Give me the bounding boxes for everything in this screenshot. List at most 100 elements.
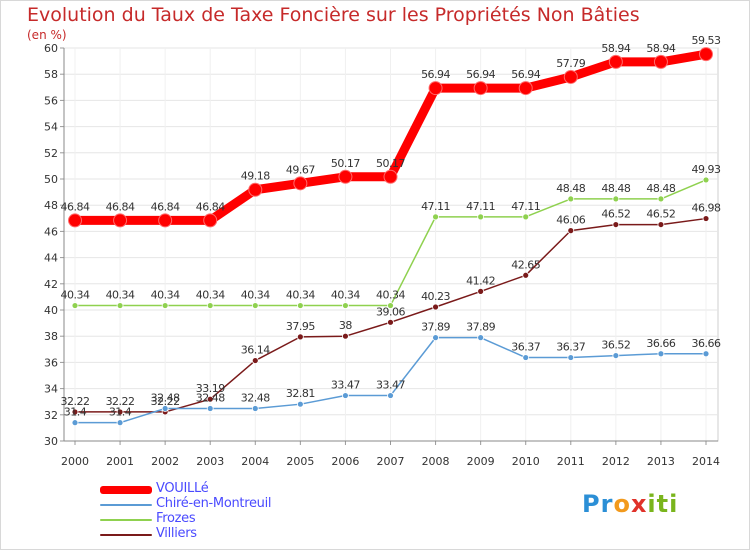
- y-tick-label: 34: [44, 383, 58, 396]
- data-label-3: 46.06: [556, 214, 585, 227]
- series-point-3: [702, 215, 710, 222]
- x-tick-label: 2003: [196, 455, 224, 468]
- series-point-1: [206, 405, 214, 412]
- series-point-3: [657, 221, 665, 228]
- x-tick-label: 2001: [106, 455, 134, 468]
- series-point-0: [608, 54, 623, 69]
- data-label-2: 40.34: [241, 289, 270, 302]
- data-label-1: 32.81: [286, 387, 315, 400]
- legend-item-villiers[interactable]: Villiers: [100, 527, 360, 542]
- data-label-1: 32.48: [151, 392, 180, 405]
- series-point-0: [68, 213, 82, 228]
- series-point-0: [158, 213, 173, 228]
- logo-letter: t: [656, 490, 670, 518]
- series-point-1: [296, 400, 304, 408]
- logo-letter: i: [647, 490, 657, 518]
- x-tick-label: 2005: [286, 455, 314, 468]
- x-tick-label: 2004: [241, 455, 269, 468]
- legend-item-vouille[interactable]: VOUILLé: [100, 482, 360, 497]
- data-label-2: 40.34: [286, 289, 315, 302]
- logo-letter: o: [613, 490, 631, 518]
- series-point-2: [522, 213, 530, 221]
- series-point-0: [518, 81, 533, 96]
- legend-swatch-vouille: [100, 486, 152, 494]
- legend-item-frozes[interactable]: Frozes: [100, 512, 360, 527]
- data-label-3: 33.19: [196, 382, 225, 395]
- data-label-0: 58.94: [601, 42, 630, 55]
- data-label-0: 56.94: [511, 68, 540, 81]
- data-label-2: 40.34: [151, 289, 180, 302]
- y-axis-unit-label: (en %): [27, 28, 67, 42]
- y-tick-label: 30: [44, 435, 58, 448]
- series-point-1: [477, 334, 485, 342]
- series-point-2: [387, 302, 394, 309]
- series-point-3: [206, 395, 214, 403]
- data-label-3: 39.06: [376, 305, 405, 318]
- series-point-3: [387, 318, 394, 326]
- y-tick-label: 60: [44, 42, 58, 55]
- data-label-0: 50.17: [331, 157, 360, 170]
- legend-item-chire-en-montreuil[interactable]: Chiré-en-Montreuil: [100, 497, 360, 512]
- data-label-0: 56.94: [421, 68, 450, 81]
- y-tick-label: 42: [44, 278, 58, 291]
- data-label-2: 48.48: [556, 182, 585, 195]
- data-label-2: 48.48: [646, 182, 675, 195]
- series-point-2: [612, 195, 620, 203]
- legend-label-chire-en-montreuil: Chiré-en-Montreuil: [156, 496, 272, 511]
- data-label-1: 33.47: [376, 379, 405, 392]
- data-label-0: 46.84: [106, 200, 135, 213]
- y-tick-label: 50: [44, 173, 58, 186]
- series-point-2: [161, 302, 169, 309]
- logo-letter: x: [630, 490, 648, 518]
- legend-label-vouille: VOUILLé: [156, 481, 209, 496]
- data-label-1: 36.66: [646, 337, 675, 350]
- data-label-3: 36.14: [241, 344, 270, 357]
- y-tick-label: 40: [44, 304, 58, 317]
- series-point-2: [702, 176, 710, 184]
- series-point-3: [342, 332, 349, 340]
- series-point-0: [653, 54, 668, 69]
- data-label-1: 32.48: [241, 392, 270, 405]
- y-tick-label: 58: [44, 68, 58, 81]
- x-tick-label: 2010: [512, 455, 540, 468]
- data-label-2: 47.11: [511, 200, 540, 213]
- legend-label-frozes: Frozes: [156, 511, 196, 526]
- data-label-0: 57.79: [556, 57, 585, 70]
- y-tick-label: 38: [44, 330, 58, 343]
- x-tick-label: 2002: [151, 455, 179, 468]
- series-point-0: [383, 169, 398, 184]
- x-tick-label: 2011: [557, 455, 585, 468]
- series-point-2: [116, 302, 124, 309]
- x-tick-label: 2006: [331, 455, 359, 468]
- series-point-3: [71, 408, 79, 416]
- data-label-2: 47.11: [421, 200, 450, 213]
- series-point-0: [248, 182, 263, 197]
- data-label-2: 40.34: [331, 289, 360, 302]
- y-tick-label: 48: [44, 199, 58, 212]
- data-label-1: 37.89: [421, 321, 450, 334]
- series-point-3: [432, 303, 439, 311]
- series-point-1: [116, 419, 124, 427]
- data-label-1: 31.4: [109, 406, 132, 419]
- series-point-3: [522, 271, 530, 279]
- series-point-0: [113, 213, 128, 228]
- x-tick-label: 2000: [61, 455, 89, 468]
- data-label-3: 41.42: [466, 274, 495, 287]
- series-point-0: [699, 47, 713, 62]
- data-label-3: 37.95: [286, 320, 315, 333]
- series-point-3: [251, 357, 259, 364]
- series-point-1: [161, 405, 169, 412]
- data-label-2: 40.34: [61, 289, 90, 302]
- data-label-3: 46.98: [692, 202, 721, 215]
- series-point-0: [338, 169, 353, 184]
- data-label-2: 40.34: [106, 289, 135, 302]
- data-label-1: 36.37: [511, 341, 540, 354]
- legend-swatch-frozes: [100, 519, 152, 521]
- y-tick-label: 44: [44, 252, 58, 265]
- series-point-1: [702, 350, 710, 358]
- data-label-0: 49.67: [286, 163, 315, 176]
- series-point-1: [387, 392, 394, 399]
- series-point-0: [203, 213, 218, 228]
- data-label-1: 31.4: [64, 406, 87, 419]
- x-tick-label: 2007: [377, 455, 405, 468]
